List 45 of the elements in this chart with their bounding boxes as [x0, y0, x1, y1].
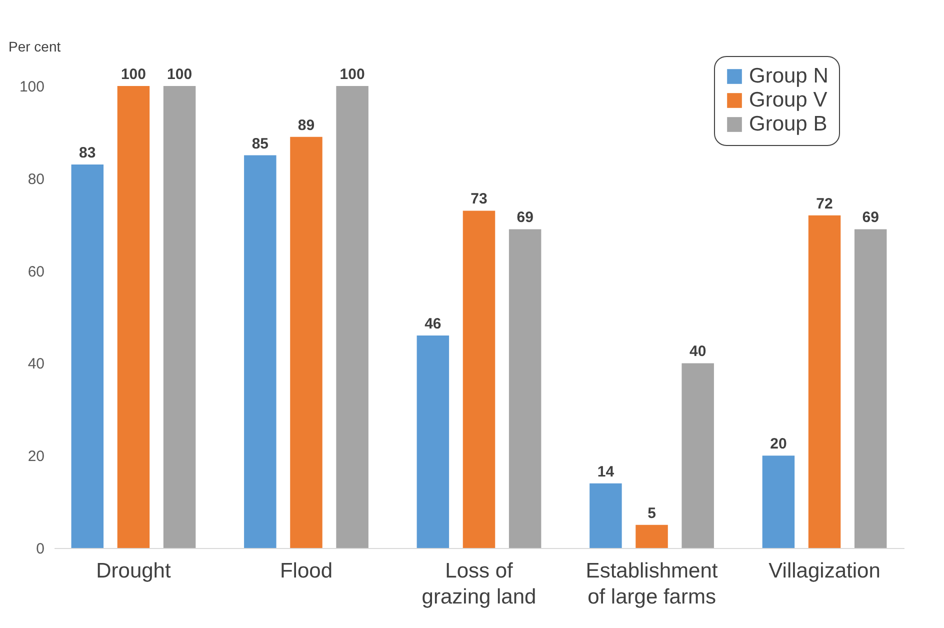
- y-tick-label: 60: [28, 263, 44, 280]
- bar: [682, 363, 714, 548]
- data-label: 46: [424, 315, 442, 332]
- legend-label: Group B: [749, 112, 828, 136]
- data-label: 83: [79, 144, 96, 162]
- bar: [416, 335, 450, 548]
- legend-label: Group V: [749, 88, 828, 112]
- data-label: 85: [252, 135, 269, 152]
- bar: [71, 164, 104, 548]
- bar: [508, 229, 542, 548]
- legend-label: Group N: [749, 64, 828, 88]
- x-tick-label: Villagization: [768, 560, 880, 582]
- y-tick-label: 80: [28, 170, 44, 188]
- data-label: 89: [298, 116, 315, 134]
- bar: [636, 524, 668, 548]
- bar: [163, 86, 196, 548]
- bar: [290, 136, 322, 548]
- data-label: 14: [597, 463, 615, 480]
- y-tick-label: 20: [28, 448, 44, 466]
- y-tick-label: 0: [36, 540, 44, 558]
- data-label: 40: [689, 343, 706, 360]
- x-tick-label: Establishment of large farms: [586, 560, 718, 608]
- x-tick-label: Flood: [280, 560, 332, 582]
- bar: [808, 215, 841, 548]
- x-tick-label: Drought: [96, 560, 171, 582]
- data-label: 20: [770, 436, 787, 453]
- y-tick-label: 40: [28, 356, 44, 373]
- data-label: 100: [167, 66, 192, 83]
- data-label: 72: [816, 195, 833, 212]
- data-label: 5: [648, 504, 656, 522]
- data-label: 69: [516, 209, 534, 226]
- data-label: 73: [470, 190, 488, 208]
- data-label: 69: [862, 209, 879, 226]
- bar: [854, 229, 887, 548]
- bar: [244, 155, 276, 548]
- y-tick-label: 100: [19, 78, 44, 96]
- x-tick-label: Loss of grazing land: [422, 560, 536, 608]
- data-label: 100: [340, 66, 365, 83]
- bar: [590, 483, 622, 548]
- bar: [462, 210, 496, 548]
- bar: [117, 86, 150, 548]
- bar: [762, 456, 795, 548]
- bar: [336, 86, 368, 548]
- data-label: 100: [120, 66, 146, 83]
- y-axis-title: Per cent: [8, 38, 61, 54]
